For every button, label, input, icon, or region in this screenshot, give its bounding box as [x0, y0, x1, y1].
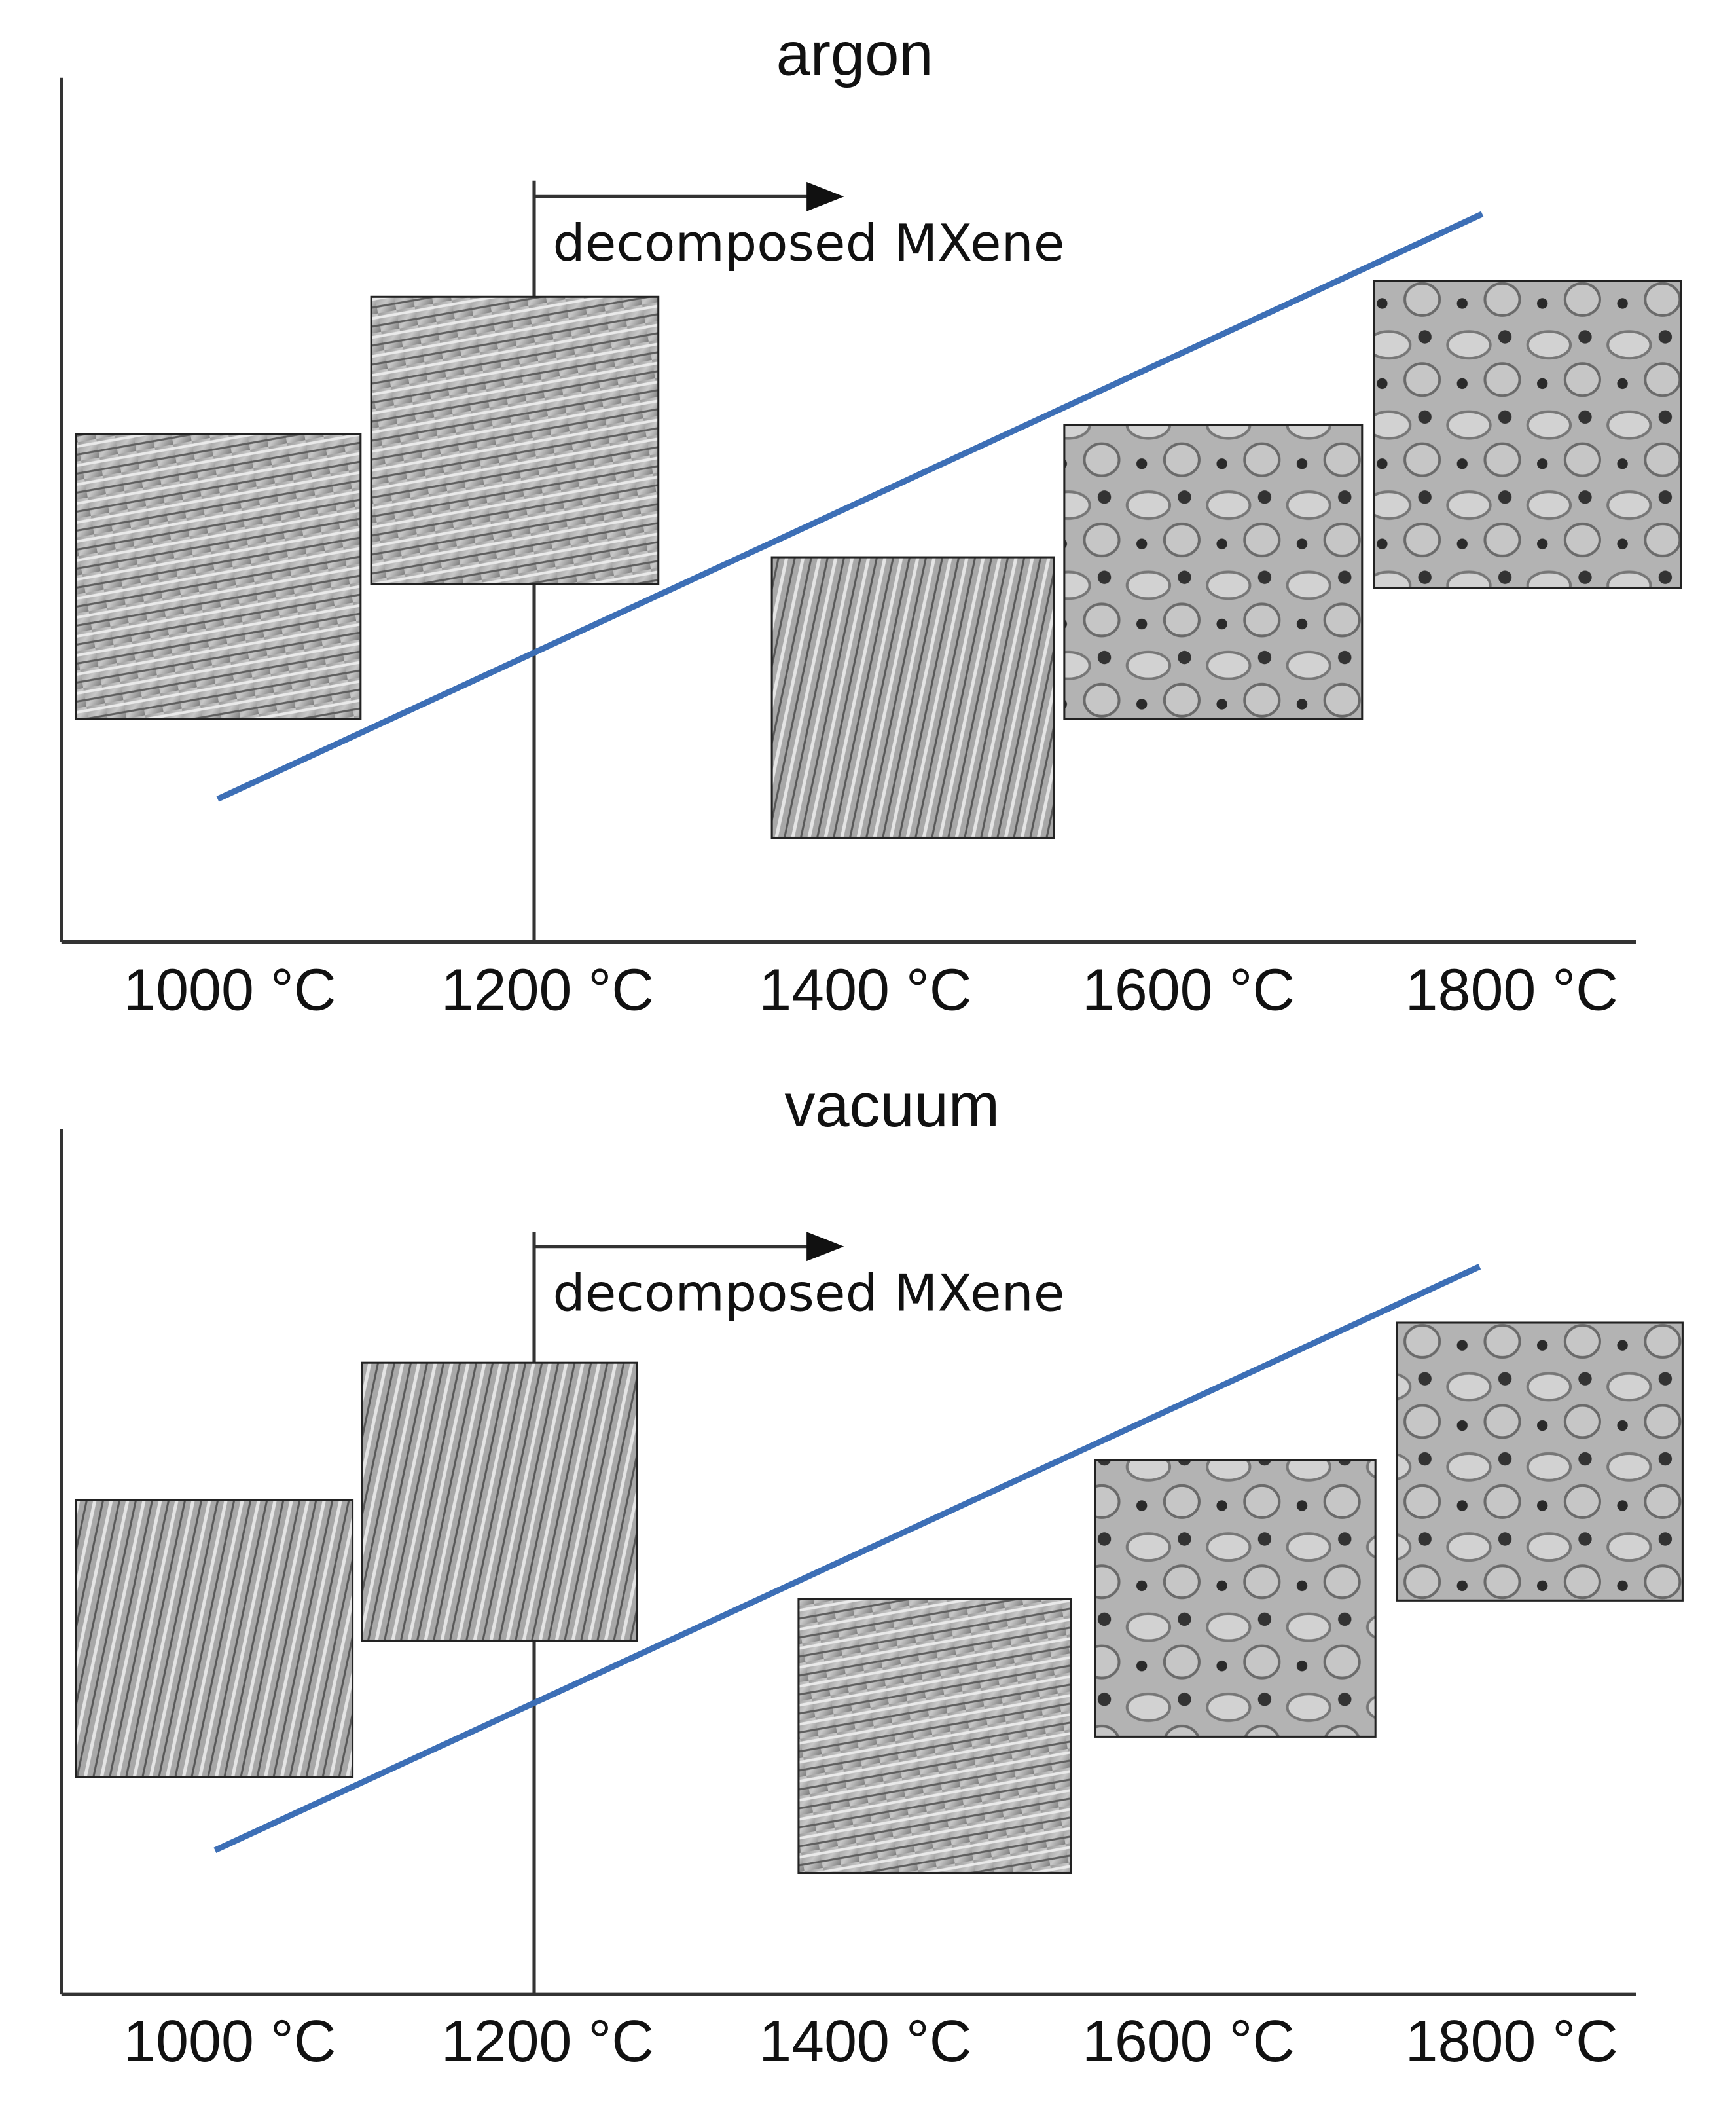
sem-image: [75, 1499, 354, 1778]
sem-image: [361, 1361, 638, 1642]
sem-image: [770, 556, 1055, 839]
arrow-head: [806, 181, 844, 211]
panel-title: vacuum: [784, 1071, 1000, 1139]
x-tick-label: 1800 °C: [1405, 958, 1618, 1023]
panel-vacuum: vacuum decomposed MXene 1000 °C 1200 °C …: [60, 1071, 1684, 2074]
x-tick-label: 1200 °C: [441, 958, 654, 1023]
annotation: decomposed MXene: [553, 1264, 1065, 1323]
panel-argon: argon decomposed MXene 1000 °C 1200 °C 1…: [60, 20, 1682, 1023]
x-tick-label: 1000 °C: [123, 2009, 336, 2074]
x-tick-label: 1600 °C: [1082, 958, 1295, 1023]
trend-line: [216, 211, 1484, 802]
x-tick-label: 1200 °C: [441, 2009, 654, 2074]
sem-image: [1094, 1459, 1377, 1738]
x-tick-label: 1400 °C: [759, 2009, 971, 2074]
panel-title: argon: [776, 20, 933, 88]
x-tick-label: 1400 °C: [759, 958, 971, 1023]
trend-line: [213, 1264, 1481, 1853]
sem-image: [797, 1598, 1072, 1875]
arrow-head: [806, 1232, 844, 1262]
sem-image: [1063, 424, 1364, 720]
x-tick-label: 1600 °C: [1082, 2009, 1295, 2074]
x-tick-label: 1800 °C: [1405, 2009, 1618, 2074]
annotation: decomposed MXene: [553, 214, 1065, 273]
x-tick-label: 1000 °C: [123, 958, 336, 1023]
sem-image: [1396, 1321, 1684, 1602]
sem-image: [1373, 280, 1682, 589]
sem-image: [370, 295, 660, 585]
sem-image: [75, 433, 362, 720]
